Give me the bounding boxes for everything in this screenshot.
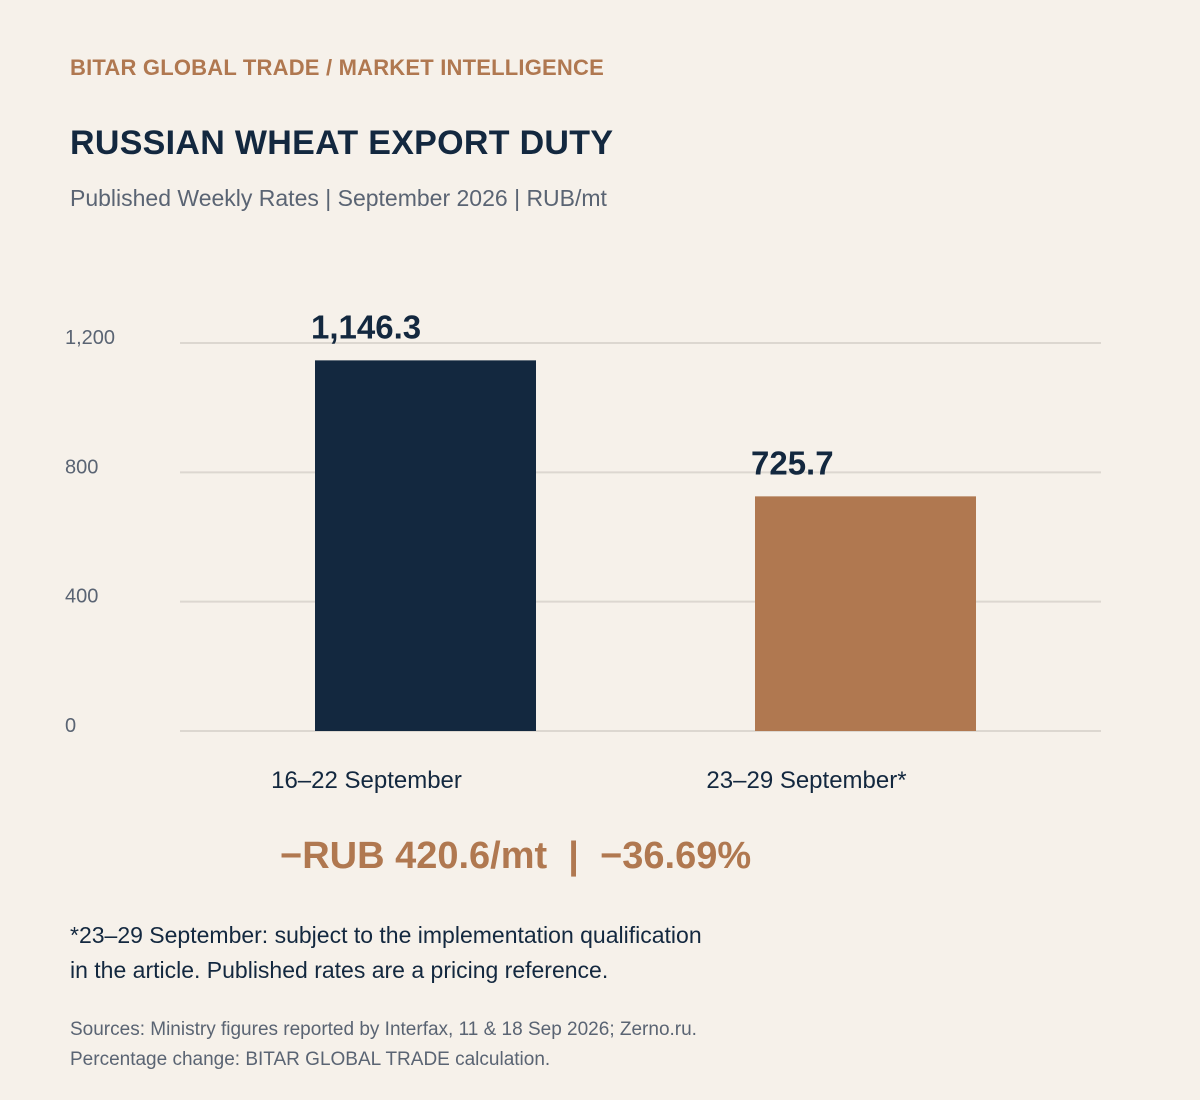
- eyebrow-label: BITAR GLOBAL TRADE / MARKET INTELLIGENCE: [70, 55, 604, 80]
- x-category-label: 23–29 September*: [706, 767, 906, 794]
- change-percent: −36.69%: [600, 835, 752, 877]
- bar-value-label: 1,146.3: [311, 308, 421, 345]
- chart-title: RUSSIAN WHEAT EXPORT DUTY: [70, 124, 614, 162]
- bar-chart: 0 400 800 1,200 1,146.3 16–22 September 725.7 2…: [65, 308, 1101, 794]
- sources-line-2: Percentage change: BITAR GLOBAL TRADE ca…: [70, 1049, 551, 1070]
- sources-line-1: Sources: Ministry figures reported by In…: [70, 1019, 697, 1040]
- chart-subtitle: Published Weekly Rates | September 2026 …: [70, 185, 607, 211]
- x-category-label: 16–22 September: [271, 767, 462, 794]
- change-separator: |: [568, 835, 579, 877]
- footnote: *23–29 September: subject to the impleme…: [70, 918, 702, 988]
- y-tick-label: 800: [65, 456, 98, 478]
- bar: [755, 496, 976, 731]
- sources-note: Sources: Ministry figures reported by In…: [70, 1015, 697, 1075]
- change-summary: −RUB 420.6/mt | −36.69%: [280, 835, 751, 878]
- y-tick-label: 1,200: [65, 327, 115, 349]
- change-absolute: −RUB 420.6/mt: [280, 835, 548, 877]
- y-tick-label: 400: [65, 586, 98, 608]
- y-tick-label: 0: [65, 715, 76, 737]
- footnote-line-2: in the article. Published rates are a pr…: [70, 957, 609, 983]
- bar-value-label: 725.7: [751, 444, 834, 481]
- footnote-line-1: *23–29 September: subject to the impleme…: [70, 922, 702, 948]
- bar: [315, 360, 536, 731]
